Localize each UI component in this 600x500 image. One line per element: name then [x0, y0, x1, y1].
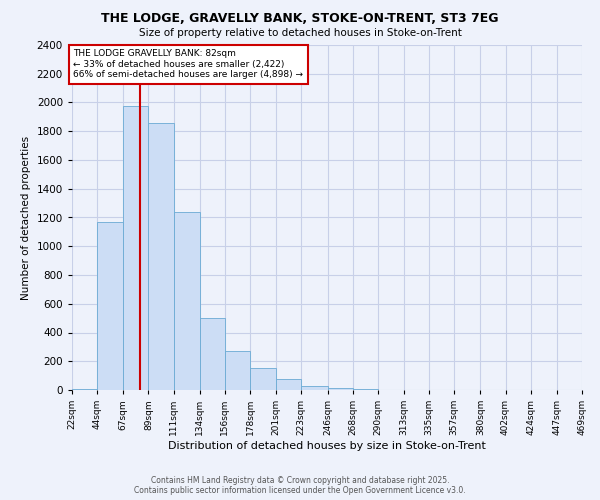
Bar	[301, 386, 328, 390]
Bar	[250, 368, 276, 390]
X-axis label: Distribution of detached houses by size in Stoke-on-Trent: Distribution of detached houses by size …	[168, 441, 486, 451]
Bar	[276, 378, 301, 390]
Bar	[200, 318, 225, 390]
Bar	[124, 106, 148, 390]
Bar	[225, 351, 250, 390]
Text: THE LODGE GRAVELLY BANK: 82sqm
← 33% of detached houses are smaller (2,422)
66% : THE LODGE GRAVELLY BANK: 82sqm ← 33% of …	[73, 50, 303, 79]
Text: Size of property relative to detached houses in Stoke-on-Trent: Size of property relative to detached ho…	[139, 28, 461, 38]
Text: Contains HM Land Registry data © Crown copyright and database right 2025.
Contai: Contains HM Land Registry data © Crown c…	[134, 476, 466, 495]
Bar	[148, 124, 173, 390]
Text: THE LODGE, GRAVELLY BANK, STOKE-ON-TRENT, ST3 7EG: THE LODGE, GRAVELLY BANK, STOKE-ON-TRENT…	[101, 12, 499, 26]
Bar	[97, 222, 124, 390]
Bar	[328, 388, 353, 390]
Bar	[173, 212, 200, 390]
Y-axis label: Number of detached properties: Number of detached properties	[21, 136, 31, 300]
